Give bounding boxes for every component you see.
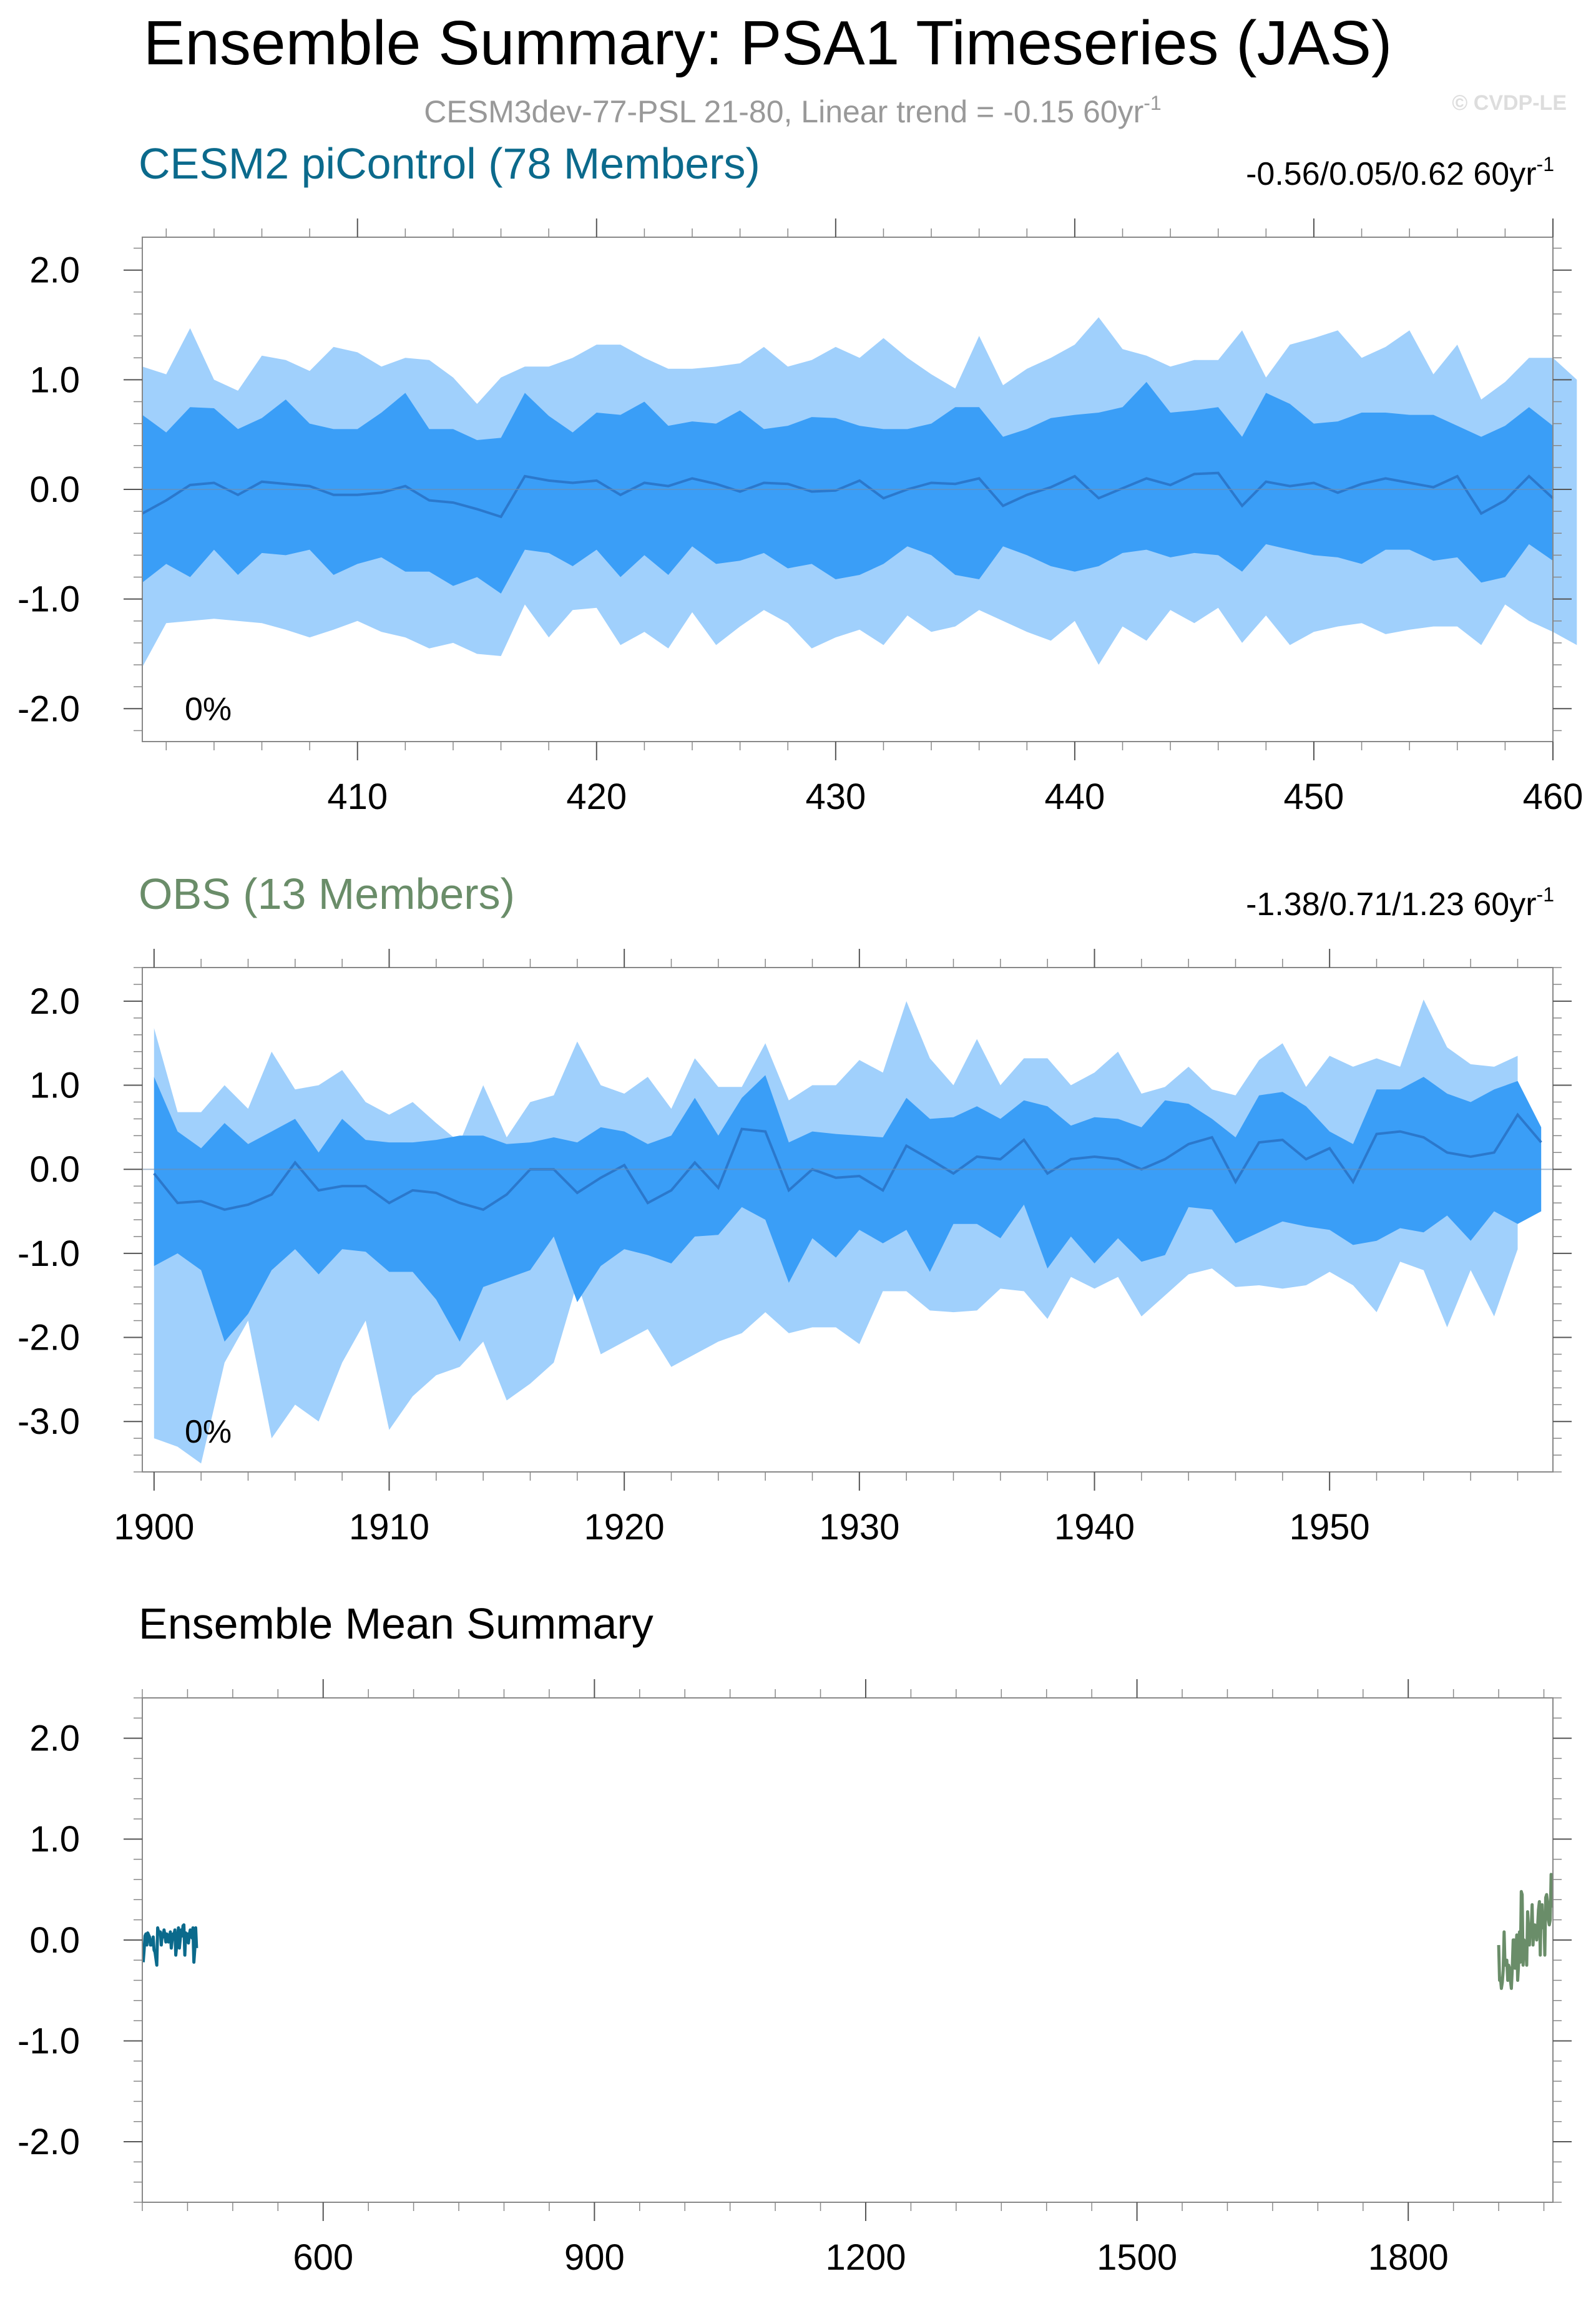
obs-panel: 0% 1900 1910 1920 1930 1940 1950 2.0 1.0 0.0 -1.0 -… bbox=[17, 949, 1572, 1547]
model-y-tick-label: -1.0 bbox=[17, 579, 80, 620]
obs-x-tick-label: 1910 bbox=[349, 1507, 429, 1547]
summary-y-tick-label: -1.0 bbox=[17, 2021, 80, 2061]
obs-x-tick-label: 1930 bbox=[819, 1507, 899, 1547]
summary-x-tick-label: 1500 bbox=[1097, 2237, 1177, 2278]
model-y-tick-label: -2.0 bbox=[17, 689, 80, 729]
model-y-tick-label: 1.0 bbox=[29, 360, 80, 400]
obs-trend-label: -1.38/0.71/1.23 60yr-1 bbox=[1246, 883, 1554, 923]
model-mean-line bbox=[142, 471, 1554, 519]
model-trend-label: -0.56/0.05/0.62 60yr-1 bbox=[1246, 153, 1554, 192]
obs-y-tick-label: -1.0 bbox=[17, 1233, 80, 1274]
model-percent-label: 0% bbox=[185, 691, 232, 727]
obs-y-tick-label: 0.0 bbox=[29, 1149, 80, 1190]
subtitle: CESM3dev-77-PSL 21-80, Linear trend = -0… bbox=[424, 92, 1161, 129]
summary-y-tick-label: 1.0 bbox=[29, 1819, 80, 1860]
summary-series-cesm bbox=[141, 1923, 198, 1967]
summary-x-tick-label: 1200 bbox=[825, 2237, 906, 2278]
model-x-tick-label: 450 bbox=[1284, 777, 1344, 817]
model-trend-text: -0.56/0.05/0.62 60yr bbox=[1246, 156, 1536, 192]
model-panel: 0% 410 420 430 440 450 460 2.0 1.0 0.0 -1.0 -2.0 bbox=[17, 218, 1583, 817]
model-panel-title: CESM2 piControl (78 Members) bbox=[139, 139, 760, 188]
summary-y-tick-label: -2.0 bbox=[17, 2122, 80, 2162]
model-trend-exponent: -1 bbox=[1537, 153, 1554, 175]
summary-series-obs bbox=[1497, 1873, 1554, 1990]
model-x-tick-label: 420 bbox=[566, 777, 627, 817]
obs-mean-line bbox=[153, 1112, 1542, 1211]
summary-x-tick-label: 600 bbox=[293, 2237, 353, 2278]
obs-x-tick-label: 1900 bbox=[114, 1507, 194, 1547]
obs-trend-text: -1.38/0.71/1.23 60yr bbox=[1246, 886, 1536, 923]
summary-plot-frame bbox=[142, 1697, 1554, 2203]
obs-x-tick-label: 1920 bbox=[584, 1507, 665, 1547]
obs-trend-exponent: -1 bbox=[1537, 883, 1554, 906]
model-y-tick-label: 0.0 bbox=[29, 469, 80, 510]
subtitle-text: CESM3dev-77-PSL 21-80, Linear trend = -0… bbox=[424, 94, 1143, 129]
obs-y-tick-label: 1.0 bbox=[29, 1066, 80, 1106]
obs-x-tick-label: 1940 bbox=[1054, 1507, 1135, 1547]
model-y-tick-label: 2.0 bbox=[29, 250, 80, 291]
obs-y-tick-label: 2.0 bbox=[29, 981, 80, 1022]
model-x-tick-label: 460 bbox=[1523, 777, 1584, 817]
obs-y-tick-label: -2.0 bbox=[17, 1318, 80, 1358]
obs-panel-title: OBS (13 Members) bbox=[139, 870, 515, 918]
summary-x-tick-label: 1800 bbox=[1368, 2237, 1449, 2278]
summary-x-tick-label: 900 bbox=[564, 2237, 625, 2278]
summary-y-tick-label: 0.0 bbox=[29, 1920, 80, 1961]
model-x-tick-label: 430 bbox=[805, 777, 866, 817]
model-x-tick-label: 410 bbox=[327, 777, 388, 817]
obs-x-tick-label: 1950 bbox=[1290, 1507, 1370, 1547]
obs-percent-label: 0% bbox=[185, 1414, 232, 1450]
summary-panel: 600 900 1200 1500 1800 2.0 1.0 0.0 -1.0 -2.0 bbox=[17, 1679, 1572, 2278]
figure-title: Ensemble Summary: PSA1 Timeseries (JAS) bbox=[144, 8, 1393, 78]
model-p10-90-band bbox=[142, 381, 1553, 594]
summary-panel-title: Ensemble Mean Summary bbox=[139, 1599, 654, 1648]
watermark: © CVDP-LE bbox=[1452, 91, 1567, 115]
model-x-tick-label: 440 bbox=[1045, 777, 1105, 817]
summary-y-tick-label: 2.0 bbox=[29, 1718, 80, 1759]
subtitle-exponent: -1 bbox=[1143, 92, 1161, 114]
obs-y-tick-label: -3.0 bbox=[17, 1401, 80, 1442]
